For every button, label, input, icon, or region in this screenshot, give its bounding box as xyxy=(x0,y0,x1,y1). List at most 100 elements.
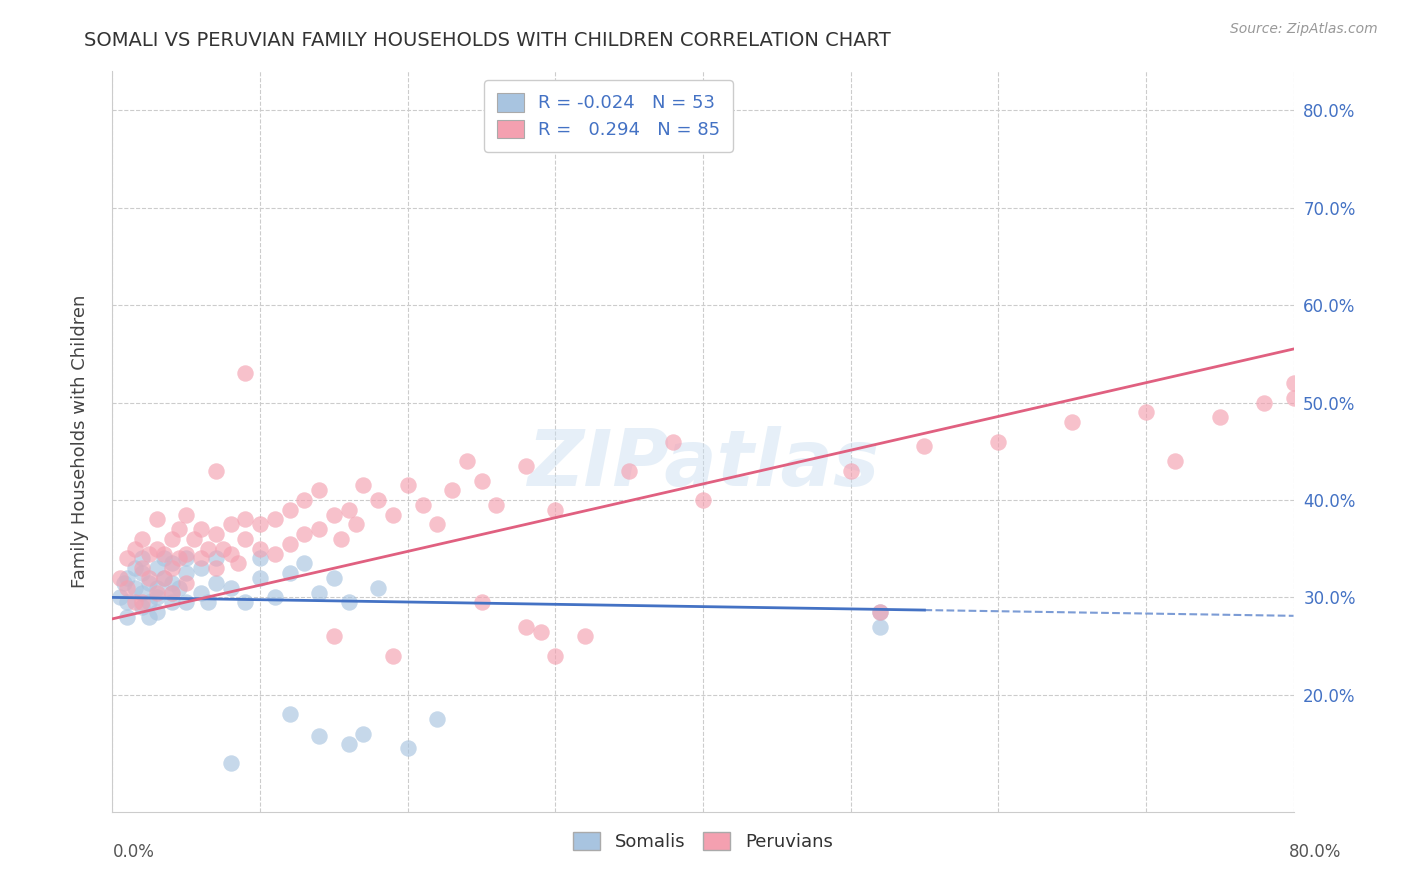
Point xyxy=(146,581,169,595)
Legend: Somalis, Peruvians: Somalis, Peruvians xyxy=(567,824,839,858)
Point xyxy=(292,557,315,571)
Point xyxy=(367,493,389,508)
Point xyxy=(146,541,169,556)
Point xyxy=(167,551,190,566)
Point xyxy=(160,585,183,599)
Point xyxy=(515,458,537,473)
Point xyxy=(249,541,271,556)
Y-axis label: Family Households with Children: Family Households with Children xyxy=(70,295,89,588)
Point xyxy=(160,595,183,609)
Point xyxy=(190,522,212,536)
Point xyxy=(839,464,862,478)
Point xyxy=(515,619,537,633)
Point xyxy=(190,561,212,575)
Point xyxy=(108,591,131,605)
Point xyxy=(146,585,169,599)
Text: SOMALI VS PERUVIAN FAMILY HOUSEHOLDS WITH CHILDREN CORRELATION CHART: SOMALI VS PERUVIAN FAMILY HOUSEHOLDS WIT… xyxy=(84,31,891,50)
Point xyxy=(124,541,146,556)
Point xyxy=(167,581,190,595)
Point xyxy=(441,483,464,498)
Point xyxy=(226,557,249,571)
Point xyxy=(131,551,153,566)
Point xyxy=(160,585,183,599)
Point xyxy=(662,434,685,449)
Point xyxy=(160,532,183,546)
Point xyxy=(330,532,353,546)
Point xyxy=(987,434,1010,449)
Point xyxy=(1312,367,1334,381)
Point xyxy=(352,478,374,492)
Point xyxy=(323,508,346,522)
Point xyxy=(1208,410,1232,425)
Point xyxy=(138,571,160,585)
Point xyxy=(124,595,146,609)
Point xyxy=(426,712,449,726)
Point xyxy=(292,527,315,541)
Text: ZIPatlas: ZIPatlas xyxy=(527,425,879,502)
Point xyxy=(869,605,891,619)
Point xyxy=(138,610,160,624)
Point xyxy=(1164,454,1187,468)
Point xyxy=(249,517,271,532)
Point xyxy=(117,610,138,624)
Point xyxy=(174,508,197,522)
Point xyxy=(112,575,135,590)
Point xyxy=(190,585,212,599)
Point xyxy=(131,532,153,546)
Point xyxy=(174,547,197,561)
Point xyxy=(146,605,169,619)
Point xyxy=(470,474,494,488)
Point xyxy=(308,522,330,536)
Point xyxy=(131,561,153,575)
Point xyxy=(131,600,153,615)
Point xyxy=(124,581,146,595)
Point xyxy=(529,624,551,639)
Point xyxy=(278,537,301,551)
Point xyxy=(278,502,301,516)
Point xyxy=(396,741,419,756)
Point xyxy=(160,575,183,590)
Point xyxy=(160,561,183,575)
Point xyxy=(367,581,389,595)
Point xyxy=(219,581,242,595)
Point xyxy=(426,517,449,532)
Point xyxy=(456,454,478,468)
Point xyxy=(131,595,153,609)
Point xyxy=(160,557,183,571)
Point xyxy=(292,493,315,508)
Point xyxy=(174,551,197,566)
Point xyxy=(914,439,936,453)
Point xyxy=(138,575,160,590)
Point xyxy=(278,707,301,722)
Text: 80.0%: 80.0% xyxy=(1288,843,1341,861)
Point xyxy=(167,522,190,536)
Point xyxy=(153,547,176,561)
Point xyxy=(233,532,256,546)
Point xyxy=(619,464,641,478)
Point xyxy=(869,605,891,619)
Point xyxy=(249,571,271,585)
Point xyxy=(205,561,228,575)
Point xyxy=(205,527,228,541)
Point xyxy=(1253,395,1275,409)
Point xyxy=(183,532,205,546)
Point xyxy=(382,508,405,522)
Point xyxy=(117,581,138,595)
Point xyxy=(153,571,176,585)
Point xyxy=(174,566,197,580)
Point xyxy=(1282,391,1305,405)
Point xyxy=(382,648,405,663)
Point xyxy=(205,575,228,590)
Point xyxy=(174,595,197,609)
Point xyxy=(323,629,346,643)
Point xyxy=(337,595,360,609)
Point xyxy=(323,571,346,585)
Point xyxy=(337,502,360,516)
Point xyxy=(153,551,176,566)
Point xyxy=(117,571,138,585)
Point xyxy=(138,595,160,609)
Point xyxy=(146,512,169,526)
Point xyxy=(205,464,228,478)
Point xyxy=(212,541,235,556)
Point xyxy=(138,547,160,561)
